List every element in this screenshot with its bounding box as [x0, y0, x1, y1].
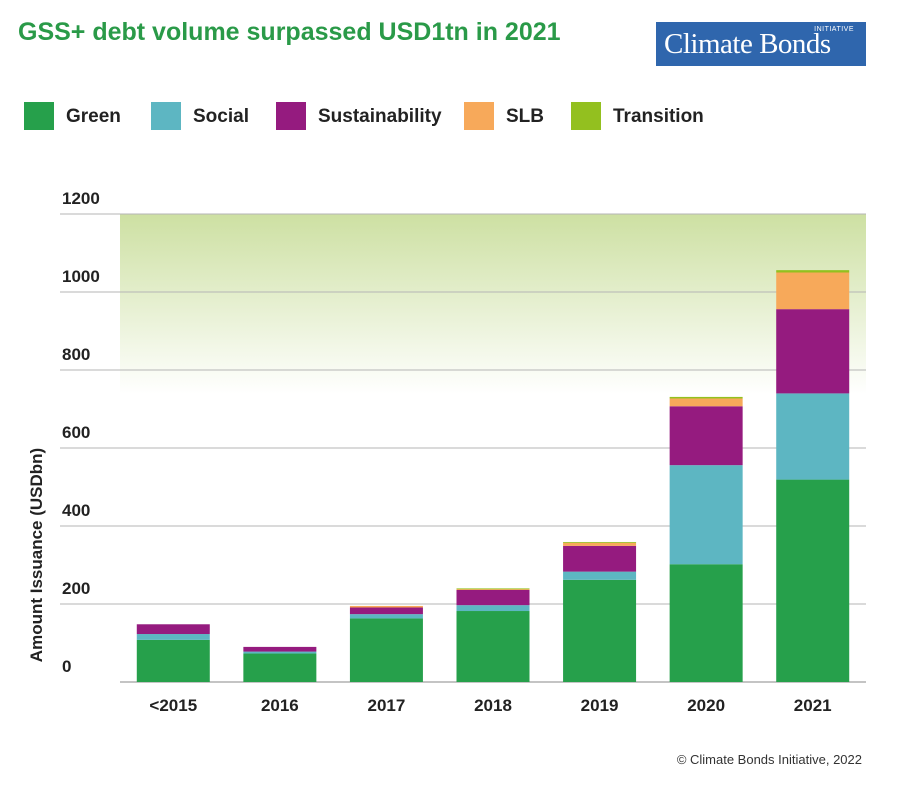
climate-bonds-logo: INITIATIVE Climate Bonds — [656, 22, 866, 66]
bar-segment-social — [563, 571, 637, 580]
bar-segment-slb — [563, 542, 637, 546]
chart-title: GSS+ debt volume surpassed USD1tn in 202… — [18, 18, 561, 46]
legend-swatch-transition — [571, 102, 601, 130]
bar-segment-sustainability — [136, 624, 210, 635]
bar-segment-green — [563, 579, 637, 682]
bar-segment-slb — [669, 398, 743, 407]
bar-segment-green — [669, 564, 743, 682]
bar-segment-social — [669, 465, 743, 565]
copyright-credit: © Climate Bonds Initiative, 2022 — [676, 752, 862, 767]
x-tick-label: 2018 — [474, 696, 512, 715]
bar-segment-green — [776, 479, 850, 682]
bar-segment-green — [243, 653, 317, 682]
y-tick-label: 200 — [62, 579, 90, 598]
x-tick-label: 2019 — [581, 696, 619, 715]
bar-segment-transition — [563, 541, 637, 543]
bar-segment-transition — [456, 588, 530, 590]
legend-swatch-green — [24, 102, 54, 130]
bars — [136, 270, 850, 682]
bar-segment-green — [456, 611, 530, 682]
x-tick-label: 2021 — [794, 696, 832, 715]
bar-segment-transition — [776, 270, 850, 273]
bar-segment-social — [349, 614, 423, 619]
bar-segment-slb — [349, 605, 423, 608]
bar-segment-social — [136, 634, 210, 640]
y-axis-label: Amount Issuance (USDbn) — [27, 448, 46, 662]
legend-swatch-sustainability — [276, 102, 306, 130]
y-tick-label: 800 — [62, 345, 90, 364]
bar-segment-sustainability — [349, 607, 423, 615]
legend-swatch-slb — [464, 102, 494, 130]
x-tick-label: 2020 — [687, 696, 725, 715]
highlight-band — [120, 214, 866, 394]
y-tick-label: 1200 — [62, 189, 100, 208]
bar-segment-sustainability — [776, 309, 850, 394]
legend-label-transition: Transition — [613, 106, 704, 127]
y-tick-label: 400 — [62, 501, 90, 520]
legend-label-slb: SLB — [506, 106, 544, 127]
y-tick-label: 0 — [62, 657, 71, 676]
y-tick-label: 1000 — [62, 267, 100, 286]
bar-segment-sustainability — [669, 406, 743, 466]
legend-label-sustainability: Sustainability — [318, 106, 442, 127]
bar-segment-sustainability — [563, 545, 637, 572]
legend-label-green: Green — [66, 106, 121, 127]
bar-segment-sustainability — [243, 646, 317, 652]
bar-segment-transition — [669, 396, 743, 399]
y-tick-label: 600 — [62, 423, 90, 442]
bar-segment-social — [776, 393, 850, 480]
bar-segment-green — [136, 639, 210, 682]
logo-name: Climate Bonds — [664, 28, 831, 60]
legend-swatch-social — [151, 102, 181, 130]
y-tick-labels: 0 200 400 600 800 1000 1200 — [62, 189, 100, 676]
x-tick-label: 2017 — [368, 696, 406, 715]
bar-segment-slb — [456, 588, 530, 590]
logo-initiative-text: INITIATIVE — [814, 26, 854, 33]
bar-segment-social — [456, 605, 530, 612]
x-tick-labels: <2015 2016 2017 2018 2019 2020 2021 — [149, 696, 831, 715]
bar-segment-sustainability — [456, 589, 530, 606]
x-tick-label: 2016 — [261, 696, 299, 715]
bar-segment-green — [349, 618, 423, 682]
bar-segment-slb — [776, 272, 850, 310]
x-tick-label: <2015 — [149, 696, 197, 715]
bar-segment-social — [243, 651, 317, 654]
legend-label-social: Social — [193, 106, 249, 127]
